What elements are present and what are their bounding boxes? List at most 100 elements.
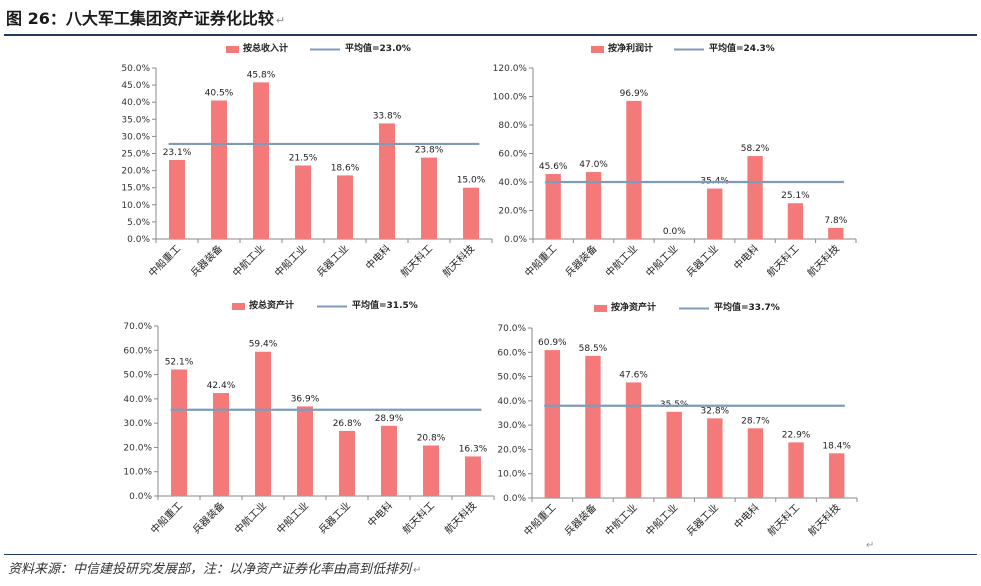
- chart-net-profit: 按净利润计 平均值=24.3% 0.0% 20.0% 40.0% 60.0% 80.0% 10…: [493, 42, 857, 279]
- bar-value-label: 22.9%: [782, 430, 811, 440]
- y-tick-label: 60.0%: [497, 348, 526, 358]
- x-tick-label: 中船重工: [521, 501, 558, 538]
- y-tick-label: 40.0%: [121, 98, 150, 108]
- bar-value-label: 25.1%: [781, 191, 810, 201]
- legend-bar-swatch: [591, 46, 604, 53]
- x-tick-label: 中电科: [731, 242, 761, 272]
- x-tick-label: 中航工业: [230, 242, 267, 279]
- x-tick-label: 中船工业: [272, 242, 309, 279]
- top-rule: [4, 34, 977, 36]
- bar: [169, 159, 185, 239]
- bar: [747, 428, 764, 498]
- bar: [213, 393, 229, 496]
- y-tick-label: 20.0%: [498, 207, 527, 217]
- x-tick-label: 中船重工: [148, 499, 185, 536]
- legend-line-label: 平均值=23.0%: [345, 42, 411, 54]
- bar: [545, 174, 561, 239]
- bar: [707, 418, 723, 498]
- x-tick-label: 航天科工: [398, 242, 435, 279]
- bar-value-label: 58.2%: [741, 144, 770, 154]
- x-tick-label: 中船工业: [643, 501, 680, 538]
- y-tick-label: 50.0%: [121, 64, 150, 74]
- bar-value-label: 16.3%: [459, 444, 488, 454]
- chart-total-revenue: 按总收入计 平均值=23.0% 0.0% 5.0% 10.0% 15.0% 20.0% 25.…: [121, 42, 493, 279]
- x-tick-label: 中航工业: [232, 499, 269, 536]
- bar-value-label: 23.8%: [415, 146, 444, 156]
- bar: [337, 175, 353, 239]
- bar: [585, 172, 602, 239]
- return-mark-icon: ↵: [866, 540, 875, 551]
- bar: [253, 82, 269, 239]
- bar: [211, 100, 227, 239]
- x-tick-label: 中船重工: [522, 242, 559, 279]
- y-tick-label: 0.0%: [127, 235, 150, 245]
- x-tick-label: 中船工业: [643, 242, 680, 279]
- figure-title-text: 图 26：八大军工集团资产证券化比较: [6, 9, 274, 28]
- x-tick-label: 兵器工业: [314, 242, 351, 279]
- y-tick-label: 10.0%: [497, 470, 526, 480]
- bar: [828, 227, 844, 239]
- x-tick-label: 中电科: [363, 242, 393, 272]
- y-tick-label: 0.0%: [504, 235, 527, 245]
- bar-value-label: 18.4%: [822, 441, 851, 451]
- x-tick-label: 中航工业: [602, 501, 639, 538]
- bar: [707, 188, 723, 239]
- legend-bar-swatch: [594, 305, 607, 312]
- legend-line-label: 平均值=33.7%: [714, 301, 780, 313]
- x-tick-label: 中电科: [365, 499, 395, 529]
- bar: [747, 156, 763, 239]
- y-tick-label: 0.0%: [503, 494, 526, 504]
- bar: [381, 425, 397, 496]
- y-tick-label: 0.0%: [129, 492, 152, 502]
- y-tick-label: 80.0%: [498, 121, 527, 131]
- bar-value-label: 28.7%: [741, 416, 770, 426]
- x-tick-label: 航天科工: [764, 242, 801, 279]
- bar-value-label: 33.8%: [373, 111, 402, 121]
- y-tick-label: 70.0%: [123, 322, 152, 332]
- y-tick-label: 100.0%: [493, 93, 528, 103]
- legend-line-label: 平均值=24.3%: [709, 42, 775, 54]
- y-tick-label: 10.0%: [121, 201, 150, 211]
- x-tick-label: 兵器装备: [190, 499, 227, 536]
- x-tick-label: 兵器装备: [562, 501, 599, 538]
- bar-value-label: 96.9%: [620, 89, 649, 99]
- legend-bar-label: 按总资产计: [249, 299, 294, 311]
- bottom-rule: [4, 554, 977, 555]
- chart-net-assets: 按净资产计 平均值=33.7% 0.0% 10.0% 20.0% 30.0% 40.0% 50…: [497, 301, 858, 538]
- bar: [625, 382, 642, 498]
- bar-value-label: 32.8%: [701, 406, 730, 416]
- bar-value-label: 45.8%: [247, 70, 276, 80]
- return-mark-icon: ↵: [413, 565, 422, 576]
- bar: [339, 430, 355, 496]
- bar-value-label: 20.8%: [417, 433, 446, 443]
- bar: [423, 445, 439, 496]
- chart-total-assets: 按总资产计 平均值=31.5% 0.0% 10.0% 20.0% 30.0% 40.0% 50…: [123, 299, 495, 536]
- y-tick-label: 40.0%: [497, 397, 526, 407]
- y-tick-label: 25.0%: [121, 150, 150, 160]
- legend-line-label: 平均值=31.5%: [352, 299, 418, 311]
- x-tick-label: 中船工业: [274, 499, 311, 536]
- bar: [626, 100, 642, 239]
- y-tick-label: 15.0%: [121, 184, 150, 194]
- bar-value-label: 36.9%: [291, 394, 320, 404]
- x-tick-label: 中船重工: [146, 242, 183, 279]
- bar: [255, 351, 271, 496]
- x-tick-label: 航天科技: [440, 242, 477, 279]
- y-tick-label: 10.0%: [123, 468, 152, 478]
- bar: [544, 350, 561, 498]
- y-tick-label: 60.0%: [123, 346, 152, 356]
- bar: [171, 369, 187, 496]
- x-tick-label: 航天科工: [400, 499, 437, 536]
- y-tick-label: 40.0%: [123, 395, 152, 405]
- bar-value-label: 58.5%: [579, 344, 608, 354]
- bar-value-label: 28.9%: [375, 414, 404, 424]
- bar: [787, 203, 804, 239]
- bar: [828, 453, 845, 498]
- y-tick-label: 40.0%: [498, 178, 527, 188]
- y-tick-label: 30.0%: [123, 419, 152, 429]
- x-tick-label: 航天科技: [442, 499, 479, 536]
- bar: [421, 157, 437, 239]
- bar: [295, 165, 311, 239]
- figure-title: 图 26：八大军工集团资产证券化比较 ↵: [6, 6, 285, 32]
- bar: [379, 123, 395, 239]
